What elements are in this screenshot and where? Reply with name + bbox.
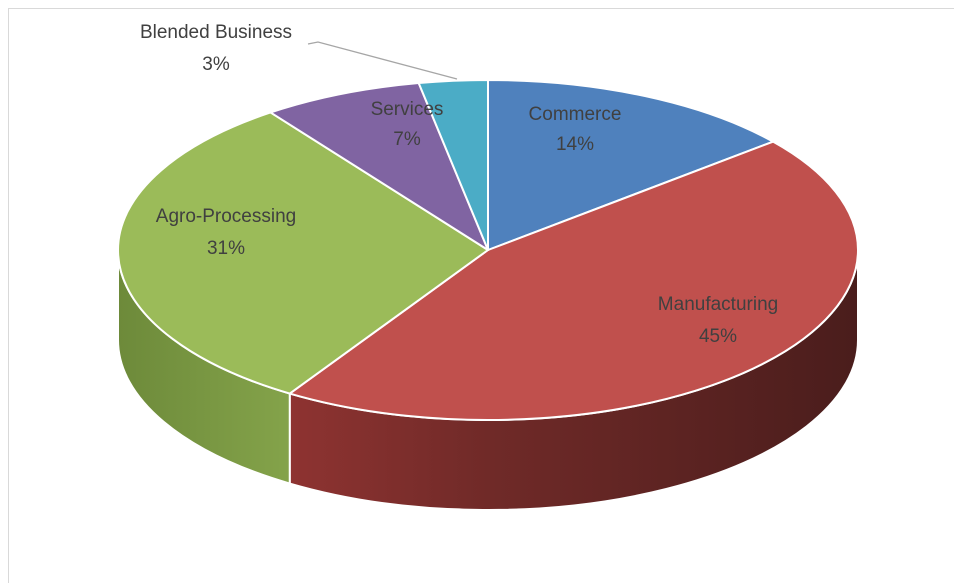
slice-commerce [487,79,775,251]
slice-agro-processing [117,111,489,395]
slice-value-commerce: 14% [556,134,594,155]
slice-services [269,82,489,251]
slice-label-services: Services [371,99,444,120]
slice-blended-business [417,79,489,251]
slice-value-services: 7% [393,129,421,150]
slice-label-commerce: Commerce [529,104,622,125]
slice-label-blended-business: Blended Business [140,22,292,43]
leader-line-blended-business [307,41,458,80]
slice-label-manufacturing: Manufacturing [658,294,778,315]
slice-manufacturing [288,140,859,421]
chart-frame [8,8,954,583]
slice-value-manufacturing: 45% [699,326,737,347]
slice-label-agro-processing: Agro-Processing [156,206,296,227]
slice-value-blended-business: 3% [202,54,230,75]
slice-value-agro-processing: 31% [207,238,245,259]
